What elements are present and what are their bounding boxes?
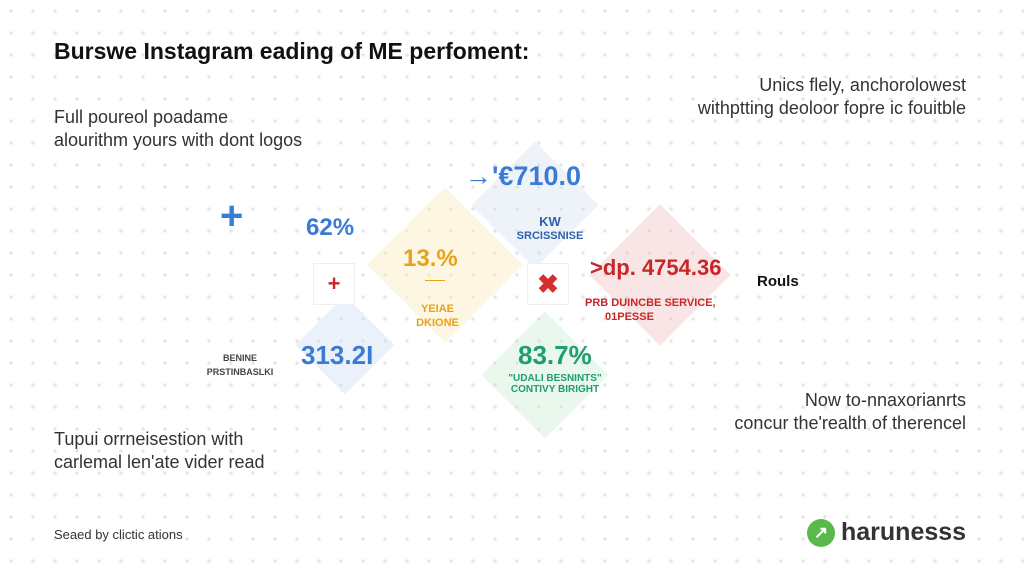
blue-value: 313.2I [301, 340, 374, 370]
intro-line: Full poureol poadame [54, 107, 229, 127]
text-line: Unics flely, anchorolowest [759, 75, 966, 95]
footer-credit: Seaed by clictic ations [54, 527, 183, 542]
yellow-label: YEIAE DKIONE [395, 302, 480, 330]
label-line: PRSTINBASLKI [206, 367, 274, 377]
blue-percentage: 62% [306, 214, 355, 241]
page-title: Burswe Instagram eading of ME perfoment: [54, 38, 530, 64]
plus-icon: + [220, 194, 244, 238]
bottom-right-text: Now to-nnaxorianrts concur the'realth of… [734, 389, 966, 435]
label-line: 01PESSE [605, 311, 654, 323]
green-percentage: 83.7% [518, 340, 592, 370]
red-label: PRB DUINCBE SERVICE, 01PESSE [585, 296, 725, 324]
rouls-label: Rouls [757, 273, 799, 290]
top-value: →'€710.0 [465, 161, 581, 192]
yellow-percentage: 13.% [403, 245, 458, 272]
brand-name: harunesss [841, 518, 967, 546]
text-line: withptting deoloor fopre ic fouitble [697, 98, 966, 118]
logo-icon: ↗ [807, 518, 835, 547]
arrow-right-icon: → [465, 161, 492, 191]
intro-text: Full poureol poadame alourithm yours wit… [54, 106, 302, 152]
top-value-text: '€710.0 [492, 161, 582, 191]
kw-sub-text: SRCISSNISE [516, 230, 584, 242]
bottom-left-text: Tupui orrneisestion with carlemal len'at… [54, 428, 265, 474]
green-label: "UDALI BESNINTS" CONTIVY BIRIGHT [490, 373, 620, 395]
top-right-text: Unics flely, anchorolowest withptting de… [698, 74, 966, 120]
red-value: >dp. 4754.36 [590, 255, 722, 280]
label-line: CONTIVY BIRIGHT [510, 384, 600, 395]
label-line: DKIONE [416, 317, 459, 329]
text-line: Now to-nnaxorianrts [804, 390, 966, 410]
divider [425, 280, 445, 281]
text-line: Tupui orrneisestion with [54, 429, 244, 449]
text-line: concur the'realth of therencel [734, 413, 966, 433]
kw-label: KW SRCISSNISE [505, 215, 595, 243]
brand-logo: ↗ harunesss [807, 518, 966, 547]
left-small-label: BENINE PRSTINBASLKI [195, 351, 285, 379]
plus-icon-red: + [313, 263, 355, 305]
text-line: carlemal len'ate vider read [54, 452, 265, 472]
close-icon: ✖ [527, 263, 569, 305]
label-line: PRB DUINCBE SERVICE, [585, 297, 716, 309]
intro-line: alourithm yours with dont logos [54, 130, 303, 150]
label-line: YEIAE [420, 303, 454, 315]
label-line: BENINE [222, 353, 257, 363]
kw-text: KW [539, 214, 561, 229]
label-line: "UDALI BESNINTS" [508, 373, 602, 384]
